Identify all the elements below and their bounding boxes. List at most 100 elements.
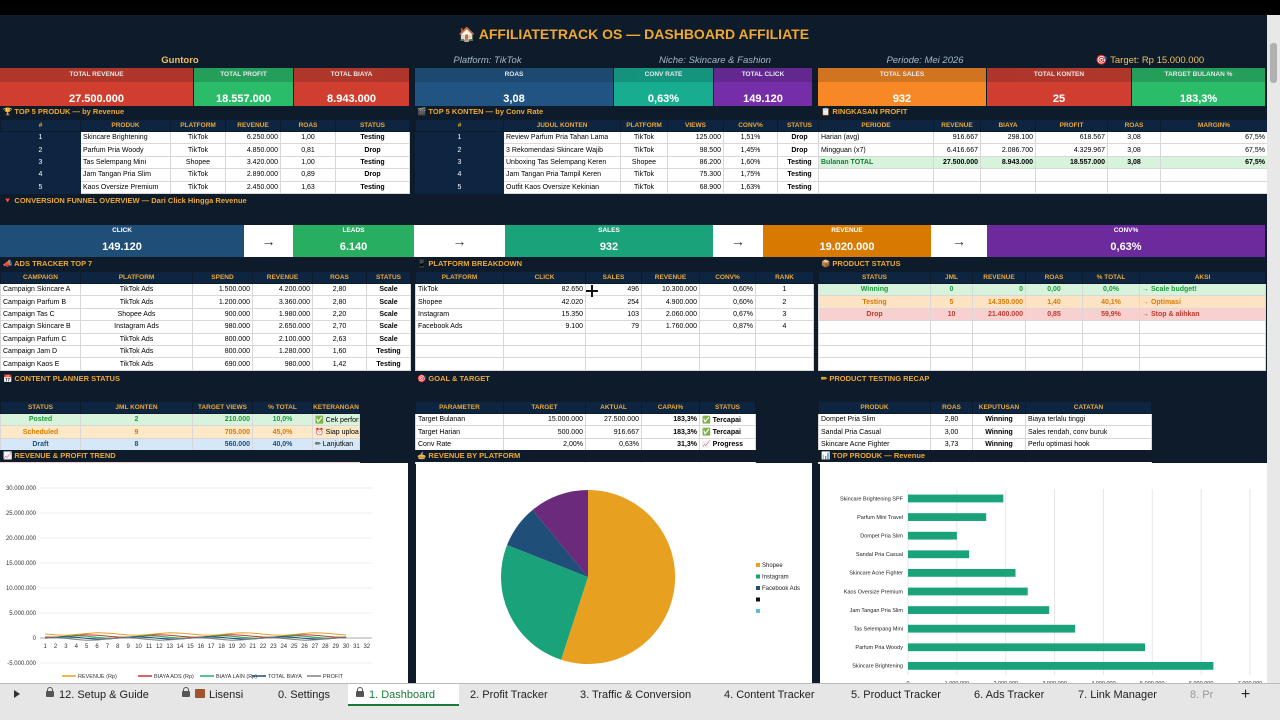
empty-cell[interactable] — [1025, 344, 1083, 359]
sheet-tab[interactable]: 2. Profit Tracker — [462, 684, 567, 706]
table-cell[interactable]: → Optimasi — [1139, 295, 1266, 309]
column-header[interactable]: PRODUK — [818, 401, 931, 414]
column-header[interactable]: CAPAI% — [641, 401, 700, 414]
table-cell[interactable]: 27.500.000 — [933, 155, 981, 170]
table-cell[interactable]: 916.667 — [585, 425, 642, 439]
table-cell[interactable]: 916.667 — [933, 130, 981, 145]
empty-cell[interactable] — [1160, 168, 1267, 182]
table-cell[interactable]: → Stop & alihkan — [1139, 307, 1266, 322]
table-cell[interactable]: Drop — [335, 143, 410, 157]
table-cell[interactable]: 9.100 — [503, 320, 586, 334]
column-header[interactable]: CONV% — [699, 271, 756, 284]
table-cell[interactable]: 4.900.000 — [641, 295, 700, 309]
sheet-tab[interactable]: 4. Content Tracker — [716, 684, 840, 706]
table-cell[interactable]: 1.760.000 — [641, 320, 700, 334]
table-cell[interactable]: TikTok — [170, 180, 226, 194]
table-cell[interactable]: 2 — [80, 412, 193, 427]
table-cell[interactable]: 3,08 — [1107, 130, 1161, 145]
table-cell[interactable]: TikTok — [620, 143, 668, 157]
empty-cell[interactable] — [585, 344, 642, 359]
table-cell[interactable]: 210.000 — [192, 412, 253, 427]
column-header[interactable]: REVENUE — [933, 119, 981, 132]
table-cell[interactable]: 3,73 — [930, 437, 973, 452]
table-cell[interactable]: 2.450.000 — [225, 180, 281, 194]
empty-cell[interactable] — [930, 344, 973, 359]
empty-cell[interactable] — [585, 357, 642, 371]
column-header[interactable]: STATUS — [366, 271, 411, 284]
table-cell[interactable]: 4 — [755, 320, 814, 334]
table-cell[interactable]: Shopee Ads — [80, 307, 193, 322]
table-cell[interactable]: 6.250.000 — [225, 130, 281, 145]
table-cell[interactable]: 1 — [755, 282, 814, 297]
column-header[interactable]: # — [0, 119, 81, 132]
sheet-tab[interactable]: Lisensi — [174, 684, 262, 706]
empty-cell[interactable] — [755, 357, 814, 371]
table-cell[interactable]: 1,75% — [723, 168, 778, 182]
table-cell[interactable]: Jam Tangan Pria Tampil Keren — [503, 168, 621, 182]
table-cell[interactable]: Unboxing Tas Selempang Keren — [503, 155, 621, 170]
table-cell[interactable]: 2 — [0, 143, 81, 157]
table-cell[interactable]: 0,63% — [585, 437, 642, 452]
empty-cell[interactable] — [930, 357, 973, 371]
pie-slice[interactable] — [561, 489, 676, 664]
empty-cell[interactable] — [818, 320, 931, 334]
table-cell[interactable]: Tas Selempang Mini — [80, 155, 171, 170]
table-cell[interactable]: 0,60% — [699, 295, 756, 309]
table-cell[interactable]: 3,08 — [1107, 143, 1161, 157]
pie-slice[interactable] — [532, 490, 589, 577]
sheet-tab[interactable]: 8. Pr — [1182, 684, 1230, 706]
column-header[interactable]: PROFIT — [1035, 119, 1108, 132]
empty-cell[interactable] — [933, 180, 981, 194]
pie-slice[interactable] — [501, 545, 588, 660]
column-header[interactable]: STATUS — [0, 401, 81, 414]
table-cell[interactable]: 21.400.000 — [972, 307, 1026, 322]
sheet-tab[interactable]: 12. Setup & Guide — [38, 684, 168, 706]
column-header[interactable]: TARGET — [503, 401, 586, 414]
table-cell[interactable]: 1,63% — [723, 180, 778, 194]
empty-cell[interactable] — [1082, 344, 1140, 359]
column-header[interactable]: REVENUE — [225, 119, 281, 132]
table-cell[interactable]: 42.020 — [503, 295, 586, 309]
column-header[interactable]: JML KONTEN — [80, 401, 193, 414]
sheet-tab[interactable]: 6. Ads Tracker — [966, 684, 1067, 706]
column-header[interactable]: VIEWS — [667, 119, 724, 132]
table-cell[interactable]: Testing — [777, 180, 822, 194]
table-cell[interactable]: 40,1% — [1082, 295, 1140, 309]
table-cell[interactable]: Drop — [777, 143, 822, 157]
table-cell[interactable]: Testing — [818, 295, 931, 309]
empty-cell[interactable] — [1139, 357, 1266, 371]
empty-cell[interactable] — [1082, 357, 1140, 371]
table-cell[interactable]: TikTok — [170, 130, 226, 145]
empty-cell[interactable] — [503, 357, 586, 371]
empty-cell[interactable] — [1160, 180, 1267, 194]
table-cell[interactable]: Testing — [335, 130, 410, 145]
column-header[interactable]: ROAS — [280, 119, 336, 132]
column-header[interactable]: STATUS — [335, 119, 410, 132]
empty-cell[interactable] — [755, 332, 814, 346]
column-header[interactable]: REVENUE — [252, 271, 313, 284]
column-header[interactable]: % TOTAL — [1082, 271, 1140, 284]
column-header[interactable]: MARGIN% — [1160, 119, 1267, 132]
table-cell[interactable]: 1,60 — [312, 344, 367, 359]
sheet-tab[interactable]: 1. Dashboard — [348, 684, 459, 706]
table-cell[interactable]: Scheduled — [0, 425, 81, 439]
empty-cell[interactable] — [818, 344, 931, 359]
table-cell[interactable]: Winning — [972, 412, 1026, 427]
table-cell[interactable]: 705.000 — [192, 425, 253, 439]
table-cell[interactable]: ✅ Tercapai — [699, 425, 756, 439]
empty-cell[interactable] — [930, 332, 973, 346]
empty-cell[interactable] — [980, 168, 1036, 182]
table-cell[interactable]: Testing — [366, 357, 411, 371]
table-cell[interactable]: 254 — [585, 295, 642, 309]
column-header[interactable]: RANK — [755, 271, 814, 284]
table-cell[interactable]: Instagram Ads — [80, 320, 193, 334]
table-cell[interactable]: Sandal Pria Casual — [818, 425, 931, 439]
column-header[interactable]: PLATFORM — [415, 271, 504, 284]
table-cell[interactable]: 59,9% — [1082, 307, 1140, 322]
table-cell[interactable]: 2,80 — [930, 412, 973, 427]
table-cell[interactable]: Winning — [972, 437, 1026, 452]
table-cell[interactable]: Shopee — [170, 155, 226, 170]
table-cell[interactable]: TikTok — [415, 282, 504, 297]
table-cell[interactable]: 2 — [415, 143, 504, 157]
column-header[interactable]: ROAS — [1107, 119, 1161, 132]
